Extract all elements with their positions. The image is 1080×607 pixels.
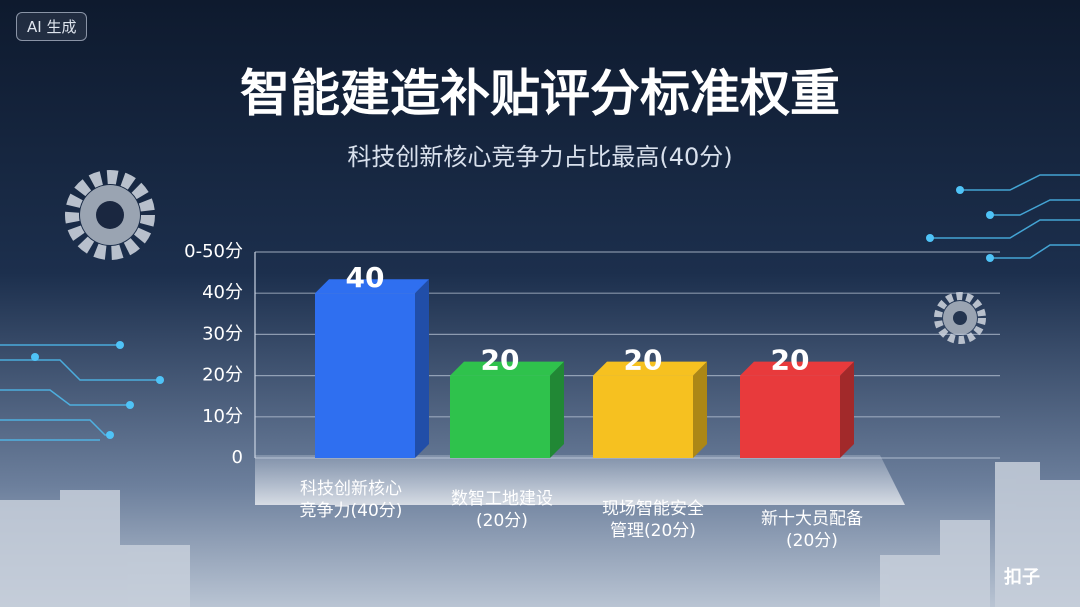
circuit-dots <box>31 186 994 439</box>
x-tick-label: 新十大员配备(20分) <box>761 509 863 551</box>
value-label: 20 <box>624 344 663 377</box>
bar-side <box>415 279 429 458</box>
bar-top <box>593 361 707 376</box>
y-tick-label: 0 <box>232 447 243 468</box>
circuit-decor <box>0 174 1080 441</box>
value-label: 40 <box>346 261 385 294</box>
value-label: 20 <box>771 344 810 377</box>
bar-top <box>450 361 564 376</box>
gear-icon <box>65 170 986 344</box>
x-tick-label: 现场智能安全管理(20分) <box>602 499 704 541</box>
y-tick-label: 20分 <box>202 365 243 386</box>
x-tick-label: 数智工地建设(20分) <box>451 489 553 531</box>
x-tick-label: 科技创新核心竞争力(40分) <box>299 479 403 521</box>
bar-side <box>550 361 564 458</box>
buildings-decor <box>0 462 1080 607</box>
chart-subtitle: 科技创新核心竞争力占比最高(40分) <box>347 143 732 171</box>
bar-top <box>315 279 429 294</box>
bar <box>315 293 415 458</box>
watermark: 扣子 <box>1004 567 1040 588</box>
y-tick-label: 10分 <box>202 406 243 427</box>
value-label: 20 <box>481 344 520 377</box>
bar-side <box>693 361 707 458</box>
bar-top <box>740 361 854 376</box>
y-tick-label: 0-50分 <box>184 241 243 262</box>
ai-badge: AI 生成 <box>16 12 88 41</box>
bar <box>450 375 550 458</box>
bar <box>740 375 840 458</box>
floor <box>255 455 905 505</box>
chart-title: 智能建造补贴评分标准权重 <box>240 65 840 123</box>
bar <box>593 375 693 458</box>
bar-side <box>840 361 854 458</box>
y-tick-label: 40分 <box>202 282 243 303</box>
y-tick-label: 30分 <box>202 323 243 344</box>
